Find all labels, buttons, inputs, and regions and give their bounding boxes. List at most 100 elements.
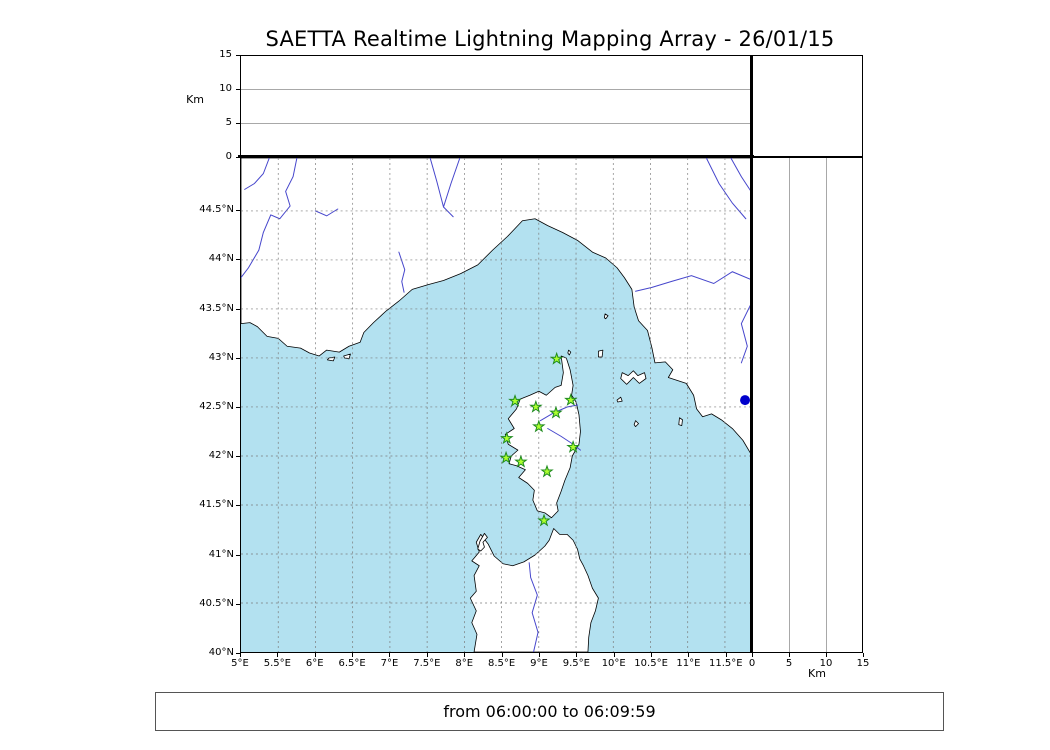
altitude-km-tick-label: 5 — [225, 117, 232, 128]
lma-station-star — [549, 351, 564, 365]
lon-tick-label: 6.5°E — [338, 658, 366, 669]
lat-tick-label: 40°N — [208, 647, 234, 658]
altitude-km-tick-label: 15 — [856, 658, 870, 669]
lma-station-star — [499, 431, 514, 445]
lma-station-star — [508, 393, 522, 407]
tick-mark — [688, 653, 690, 657]
tick-mark — [236, 603, 240, 605]
lma-station-star — [514, 454, 528, 468]
lat-tick-label: 42.5°N — [199, 400, 234, 412]
altitude-km-tick-label: 10 — [819, 658, 833, 669]
tick-mark — [236, 357, 240, 359]
altitude-vs-latitude-panel[interactable] — [752, 157, 863, 653]
km-gridline — [789, 158, 791, 652]
tick-mark — [314, 653, 316, 657]
river-line — [398, 251, 406, 293]
lon-tick-label: 7.5°E — [413, 658, 441, 669]
time-range-box: from 06:00:00 to 06:09:59 — [155, 692, 944, 731]
island-coast — [633, 420, 639, 428]
island-coast — [567, 349, 572, 356]
altitude-km-tick-label: 0 — [225, 151, 232, 162]
river-line — [528, 562, 539, 652]
tick-mark — [538, 653, 540, 657]
highlight-dot — [740, 395, 751, 406]
thick-divider-horizontal — [238, 155, 754, 158]
tick-mark — [236, 308, 240, 310]
lon-tick-label: 6°E — [305, 658, 324, 669]
thick-divider-vertical — [750, 55, 753, 653]
tick-mark — [352, 653, 354, 657]
river-line — [429, 158, 445, 208]
island-coast — [343, 353, 351, 360]
lma-station-star — [540, 464, 554, 478]
lat-tick-label: 40.5°N — [199, 597, 234, 609]
tick-mark — [236, 157, 240, 158]
river-line — [539, 404, 578, 422]
lma-station-star — [529, 399, 543, 413]
lat-tick-label: 44.5°N — [199, 204, 234, 216]
lma-station-star — [566, 440, 580, 453]
altitude-km-tick-label: 0 — [748, 658, 756, 669]
km-axis-label-bottom: Km — [808, 667, 826, 680]
sardinia-coast — [469, 528, 599, 652]
island-coast — [326, 356, 336, 362]
river-line — [442, 158, 461, 218]
lon-tick-label: 10.5°E — [634, 658, 668, 669]
river-line — [314, 208, 339, 217]
island-coast — [598, 349, 604, 358]
altitude-km-tick-label: 10 — [219, 83, 232, 94]
map-svg — [241, 158, 751, 652]
lma-station-star — [549, 405, 563, 419]
corsica-coast — [504, 355, 581, 519]
lat-tick-label: 41°N — [208, 548, 234, 560]
tick-mark — [277, 653, 279, 657]
lon-tick-label: 7°E — [380, 658, 399, 669]
lat-tick-label: 43°N — [208, 351, 234, 363]
mainland-coast — [241, 158, 751, 455]
tick-mark — [426, 653, 428, 657]
map-panel[interactable] — [240, 157, 752, 653]
tick-mark — [236, 554, 240, 556]
tick-mark — [464, 653, 466, 657]
tick-mark — [789, 653, 790, 657]
island-coast — [616, 396, 623, 403]
lon-tick-label: 5.5°E — [263, 658, 291, 669]
tick-mark — [240, 653, 241, 657]
lon-tick-label: 11°E — [676, 658, 701, 669]
tick-mark — [613, 653, 615, 657]
tick-mark — [389, 653, 391, 657]
river-line — [244, 158, 270, 190]
lma-station-star — [537, 513, 551, 527]
time-range-text: from 06:00:00 to 06:09:59 — [443, 702, 656, 721]
altitude-histogram-panel[interactable] — [752, 55, 863, 157]
tick-mark — [651, 653, 653, 657]
island-coast — [477, 532, 488, 552]
tick-mark — [236, 456, 240, 458]
tick-mark — [501, 653, 503, 657]
lat-tick-label: 42°N — [208, 450, 234, 462]
tick-mark — [236, 505, 240, 507]
lon-tick-label: 9°E — [530, 658, 548, 669]
island-coast — [678, 417, 683, 427]
river-line — [241, 158, 298, 279]
km-axis-label-top: Km — [186, 93, 204, 106]
lma-station-star — [532, 419, 546, 433]
lon-tick-label: 8.5°E — [487, 658, 516, 669]
lon-tick-label: 9.5°E — [562, 658, 590, 669]
lon-tick-label: 5°E — [231, 658, 249, 669]
river-line — [730, 158, 751, 192]
tick-mark — [236, 123, 240, 124]
tick-mark — [576, 653, 578, 657]
lon-tick-label: 11.5°E — [709, 658, 743, 669]
altitude-vs-longitude-panel[interactable] — [240, 55, 752, 157]
altitude-km-tick-label: 5 — [785, 658, 793, 669]
river-line — [635, 271, 751, 292]
tick-mark — [863, 653, 864, 657]
island-coast — [620, 370, 647, 385]
tick-mark — [236, 210, 240, 212]
lat-tick-label: 43.5°N — [199, 302, 234, 314]
river-line — [740, 303, 751, 364]
figure-title: SAETTA Realtime Lightning Mapping Array … — [265, 27, 835, 51]
tick-mark — [826, 653, 827, 657]
